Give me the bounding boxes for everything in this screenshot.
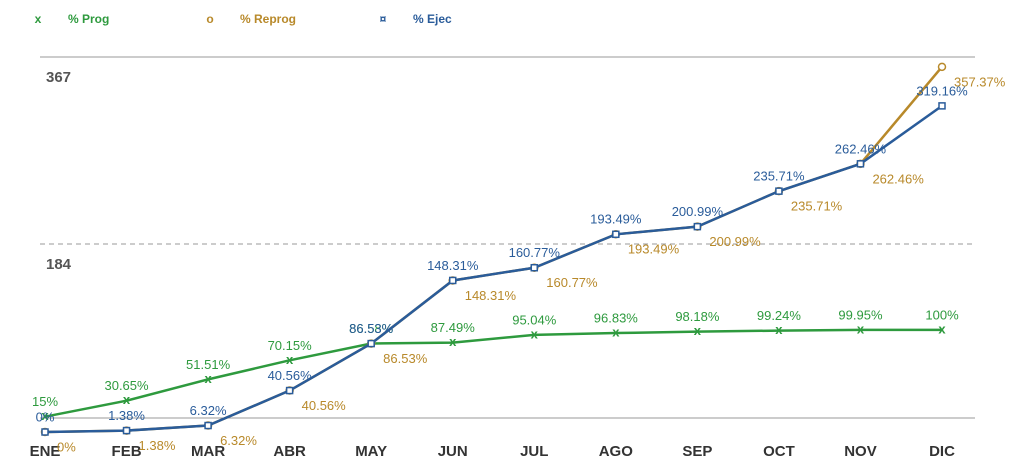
data-label: 200.99% [672,204,724,219]
point-marker: x [41,408,49,423]
legend-label: % Prog [68,12,109,26]
data-label: 193.49% [590,212,642,227]
x-tick-label: ABR [273,443,306,460]
x-tick-label: OCT [763,443,795,460]
point-marker: x [204,371,212,386]
point-marker: x [286,352,294,367]
point-marker: x [123,392,131,407]
data-label: 148.31% [427,258,479,273]
data-label: 51.51% [186,357,231,372]
data-label: 6.32% [220,433,257,448]
data-label: 86.53% [383,351,428,366]
point-marker: x [449,334,457,349]
data-label: 1.38% [139,438,176,453]
x-tick-label: NOV [844,443,877,460]
data-label: 235.71% [791,199,843,214]
x-tick-label: JUL [520,443,548,460]
legend-marker: o [206,12,213,26]
series-line [44,328,943,418]
data-label: 30.65% [104,378,149,393]
data-label: 99.95% [838,307,883,322]
legend-label: % Ejec [413,12,452,26]
data-label: 95.04% [512,312,557,327]
point-marker [856,160,865,168]
point-marker: x [694,323,702,338]
data-label: 40.56% [302,398,347,413]
point-marker: x [938,321,946,336]
data-label: 86.58% [349,321,394,336]
data-label: 40.56% [268,368,313,383]
point-marker [285,386,294,395]
data-label: 235.71% [753,169,805,184]
legend-label: % Reprog [240,12,296,26]
data-label: 99.24% [757,308,802,323]
data-label: 86.53% [349,321,394,336]
data-label: 87.49% [431,320,476,335]
point-marker [41,428,49,436]
point-marker [448,276,457,285]
data-label: 262.46% [872,171,924,186]
data-label: 98.18% [675,309,720,324]
x-tick-label: DIC [929,443,955,460]
x-tick-label: SEP [682,443,712,460]
data-label: 200.99% [709,234,761,249]
data-label: 100% [925,307,959,322]
point-marker [937,62,947,72]
x-tick-label: ENE [30,443,61,460]
x-tick-label: MAY [355,443,387,460]
data-label: 160.77% [509,245,561,260]
point-marker [204,421,212,430]
data-label: 0% [57,439,76,454]
legend-marker: x [35,12,42,26]
data-label: 15% [32,394,58,409]
point-marker [938,102,946,110]
x-tick-label: FEB [112,443,142,460]
point-marker [530,263,539,272]
data-label: 70.15% [268,338,313,353]
data-label: 262.46% [835,141,887,156]
point-marker: x [857,321,865,336]
point-marker: x [531,326,539,341]
data-label: 96.83% [594,310,639,325]
point-marker [122,426,131,435]
data-label: 193.49% [628,242,680,257]
data-label: 0% [36,409,55,424]
x-tick-label: AGO [599,443,634,460]
point-marker: x [612,324,620,339]
series-line [44,104,943,434]
data-label: 148.31% [465,288,517,303]
y-tick-label: 367 [46,69,71,86]
point-marker: x [775,322,783,337]
point-marker [775,187,783,195]
x-tick-label: MAR [191,443,225,460]
point-marker [693,222,702,231]
x-tick-label: JUN [438,443,468,460]
data-label: 357.37% [954,74,1006,89]
legend-marker: ¤ [380,12,387,26]
data-label: 1.38% [108,408,145,423]
data-label: 160.77% [546,275,598,290]
point-marker [367,339,375,348]
y-tick-label: 184 [46,256,72,273]
point-marker [612,230,620,239]
data-label: 6.32% [190,403,227,418]
data-label: 319.16% [916,83,968,98]
series-line [44,66,943,434]
